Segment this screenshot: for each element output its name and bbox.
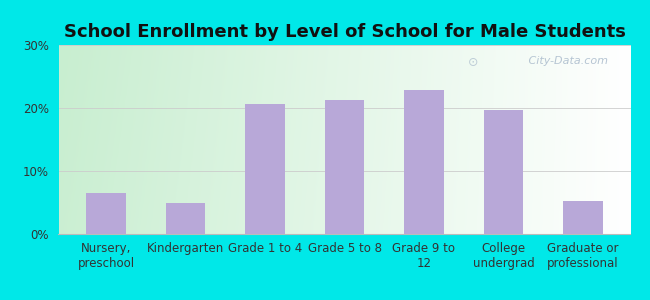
Text: City-Data.com: City-Data.com [525,56,608,66]
Title: School Enrollment by Level of School for Male Students: School Enrollment by Level of School for… [64,23,625,41]
Text: ⊙: ⊙ [467,56,478,69]
Bar [404,90,444,234]
Bar [484,110,523,234]
Bar [166,202,205,234]
Bar [86,193,126,234]
Bar [563,201,603,234]
Bar [324,100,365,234]
Bar [245,103,285,234]
